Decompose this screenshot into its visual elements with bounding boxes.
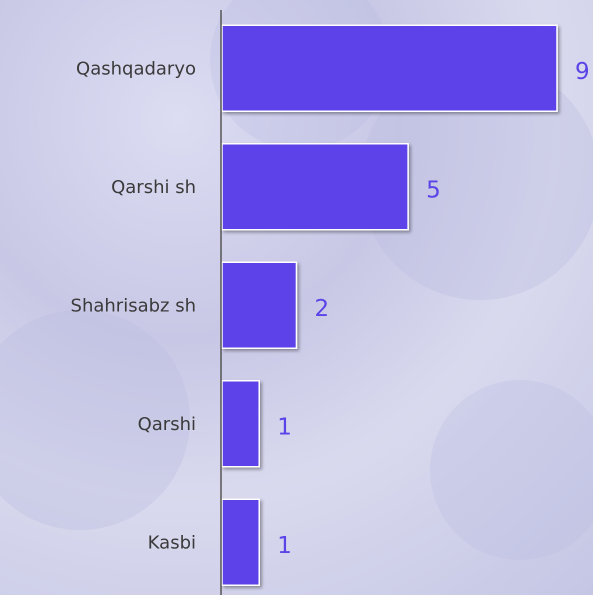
bar <box>221 498 260 586</box>
value-label: 1 <box>277 533 292 559</box>
bar <box>221 24 558 112</box>
value-label: 5 <box>426 177 441 203</box>
value-label: 1 <box>277 414 292 440</box>
decor <box>430 380 593 560</box>
y-tick-label: Qarshi sh <box>111 177 196 198</box>
y-tick-label: Qashqadaryo <box>76 58 196 79</box>
value-label: 9 <box>575 59 590 85</box>
bar <box>221 261 298 349</box>
y-tick-label: Shahrisabz sh <box>71 295 196 316</box>
bar <box>221 143 409 231</box>
decor <box>360 60 593 300</box>
y-tick-label: Kasbi <box>148 532 196 553</box>
value-label: 2 <box>314 296 329 322</box>
decor <box>0 310 190 530</box>
bar <box>221 380 260 468</box>
y-tick-label: Qarshi <box>138 414 196 435</box>
